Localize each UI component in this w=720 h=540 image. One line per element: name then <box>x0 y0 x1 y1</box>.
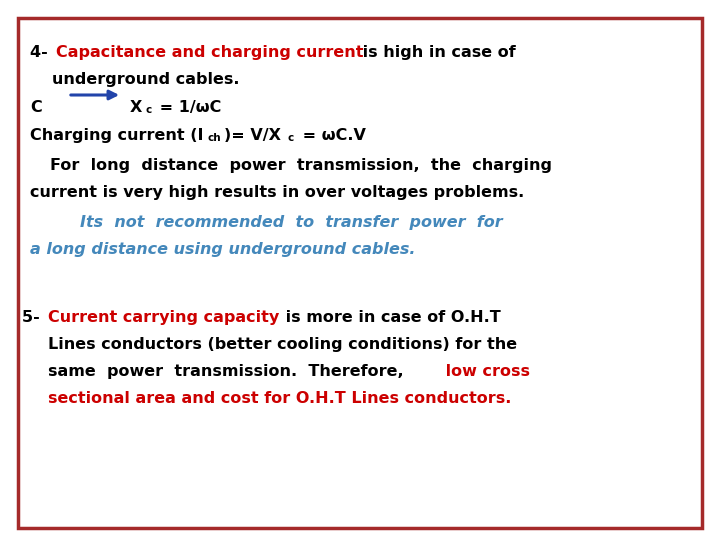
Text: is more in case of O.H.T: is more in case of O.H.T <box>280 310 500 325</box>
Text: 5-: 5- <box>22 310 45 325</box>
Text: )= V/X: )= V/X <box>224 128 281 143</box>
Text: low cross: low cross <box>440 364 530 379</box>
Text: = 1/ωC: = 1/ωC <box>154 100 221 115</box>
Text: same  power  transmission.  Therefore,: same power transmission. Therefore, <box>48 364 404 379</box>
Text: underground cables.: underground cables. <box>52 72 240 87</box>
Text: = ωC.V: = ωC.V <box>297 128 366 143</box>
Text: current is very high results in over voltages problems.: current is very high results in over vol… <box>30 185 524 200</box>
Text: 4-: 4- <box>30 45 53 60</box>
Text: Capacitance and charging current: Capacitance and charging current <box>56 45 364 60</box>
Text: Charging current (I: Charging current (I <box>30 128 204 143</box>
Text: Its  not  recommended  to  transfer  power  for: Its not recommended to transfer power fo… <box>80 215 503 230</box>
Text: X: X <box>130 100 143 115</box>
Text: For  long  distance  power  transmission,  the  charging: For long distance power transmission, th… <box>50 158 552 173</box>
Text: is high in case of: is high in case of <box>357 45 516 60</box>
FancyBboxPatch shape <box>18 18 702 528</box>
Text: c: c <box>146 105 152 115</box>
Text: C: C <box>30 100 42 115</box>
Text: c: c <box>288 133 294 143</box>
Text: a long distance using underground cables.: a long distance using underground cables… <box>30 242 415 257</box>
Text: Lines conductors (better cooling conditions) for the: Lines conductors (better cooling conditi… <box>48 337 517 352</box>
Text: Current carrying capacity: Current carrying capacity <box>48 310 279 325</box>
Text: sectional area and cost for O.H.T Lines conductors.: sectional area and cost for O.H.T Lines … <box>48 391 511 406</box>
Text: ch: ch <box>208 133 222 143</box>
